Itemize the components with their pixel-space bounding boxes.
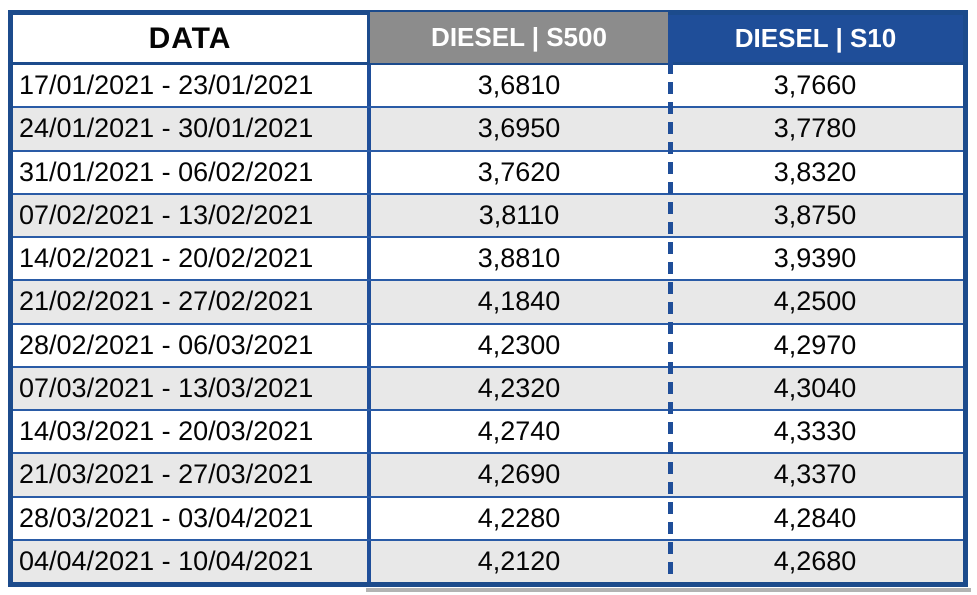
s10-price-cell: 4,2970 xyxy=(773,329,857,360)
date-cell: 04/04/2021 - 10/04/2021 xyxy=(13,540,371,582)
s10-price-cell: 3,7660 xyxy=(773,70,857,101)
dashed-column-divider xyxy=(668,62,673,582)
table-row: 24/01/2021 - 30/01/2021 3,6950 3,7780 xyxy=(13,106,963,150)
table-row: 21/03/2021 - 27/03/2021 4,2690 4,3370 xyxy=(13,452,963,496)
table-header-row: DATA DIESEL | S500 DIESEL | S10 xyxy=(13,12,963,65)
header-diesel-s10: DIESEL | S10 xyxy=(734,23,897,53)
s500-price-cell: 4,2300 xyxy=(477,329,561,360)
table-row: 17/01/2021 - 23/01/2021 3,6810 3,7660 xyxy=(13,65,963,107)
table-row: 28/02/2021 - 06/03/2021 4,2300 4,2970 xyxy=(13,322,963,366)
s500-price-cell: 4,2690 xyxy=(477,459,561,490)
date-cell: 14/02/2021 - 20/02/2021 xyxy=(13,238,371,280)
s500-price-cell: 3,6810 xyxy=(477,70,561,101)
s10-price-cell: 3,8320 xyxy=(773,156,857,187)
table-body: 17/01/2021 - 23/01/2021 3,6810 3,7660 24… xyxy=(13,65,963,582)
s500-price-cell: 3,7620 xyxy=(477,156,561,187)
s10-price-cell: 3,9390 xyxy=(773,243,857,274)
s500-price-cell: 3,6950 xyxy=(477,113,561,144)
s500-price-cell: 4,2120 xyxy=(477,545,561,576)
table-row: 31/01/2021 - 06/02/2021 3,7620 3,8320 xyxy=(13,149,963,193)
date-cell: 07/02/2021 - 13/02/2021 xyxy=(13,194,371,236)
s10-price-cell: 4,2500 xyxy=(773,286,857,317)
s500-price-cell: 3,8810 xyxy=(477,243,561,274)
s10-price-cell: 4,2840 xyxy=(773,502,857,533)
s500-price-cell: 4,2740 xyxy=(477,416,561,447)
table-row: 04/04/2021 - 10/04/2021 4,2120 4,2680 xyxy=(13,538,963,582)
header-data: DATA xyxy=(13,15,371,65)
s500-price-cell: 3,8110 xyxy=(478,199,560,230)
s500-price-cell: 4,1840 xyxy=(477,286,561,317)
date-cell: 28/02/2021 - 06/03/2021 xyxy=(13,324,371,366)
s500-price-cell: 4,2320 xyxy=(477,372,561,403)
date-cell: 28/03/2021 - 03/04/2021 xyxy=(13,497,371,539)
date-cell: 17/01/2021 - 23/01/2021 xyxy=(13,65,371,107)
date-cell: 31/01/2021 - 06/02/2021 xyxy=(13,151,371,193)
diesel-price-table: DATA DIESEL | S500 DIESEL | S10 17/01/20… xyxy=(8,10,968,587)
date-cell: 21/03/2021 - 27/03/2021 xyxy=(13,454,371,496)
table-row: 28/03/2021 - 03/04/2021 4,2280 4,2840 xyxy=(13,495,963,539)
s500-price-cell: 4,2280 xyxy=(477,502,561,533)
table-row: 07/03/2021 - 13/03/2021 4,2320 4,3040 xyxy=(13,365,963,409)
date-cell: 07/03/2021 - 13/03/2021 xyxy=(13,367,371,409)
date-cell: 21/02/2021 - 27/02/2021 xyxy=(13,281,371,323)
s10-price-cell: 3,7780 xyxy=(773,113,857,144)
table-row: 07/02/2021 - 13/02/2021 3,8110 3,8750 xyxy=(13,192,963,236)
s10-price-cell: 4,3330 xyxy=(773,416,857,447)
header-band: DIESEL | S500 DIESEL | S10 xyxy=(370,12,963,65)
header-diesel-s500: DIESEL | S500 xyxy=(370,12,668,63)
table-row: 14/02/2021 - 20/02/2021 3,8810 3,9390 xyxy=(13,236,963,280)
s10-price-cell: 4,3370 xyxy=(773,459,857,490)
s10-price-cell: 3,8750 xyxy=(773,199,857,230)
table-row: 21/02/2021 - 27/02/2021 4,1840 4,2500 xyxy=(13,279,963,323)
bottom-shadow-strip xyxy=(366,588,971,592)
s10-price-cell: 4,3040 xyxy=(773,372,857,403)
date-cell: 24/01/2021 - 30/01/2021 xyxy=(13,108,371,150)
s10-price-cell: 4,2680 xyxy=(773,545,857,576)
table-row: 14/03/2021 - 20/03/2021 4,2740 4,3330 xyxy=(13,409,963,453)
date-cell: 14/03/2021 - 20/03/2021 xyxy=(13,411,371,453)
